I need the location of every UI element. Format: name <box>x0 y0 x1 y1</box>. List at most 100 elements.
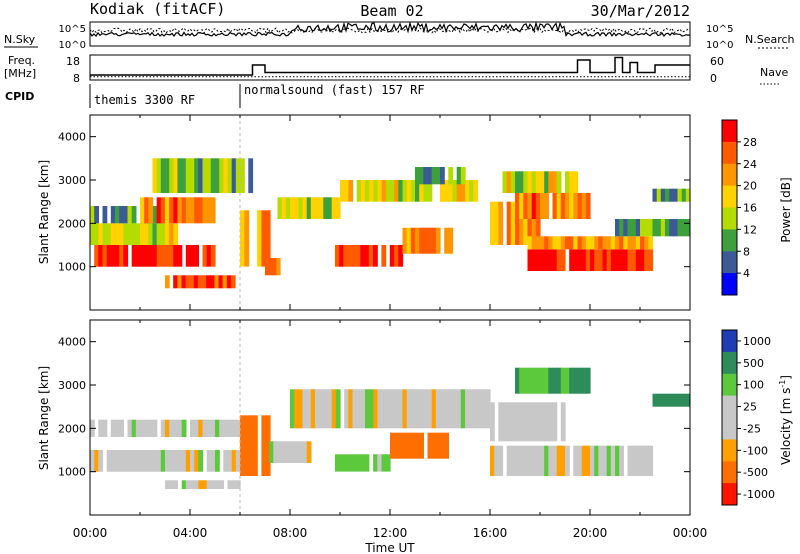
heatmap-cell <box>360 180 366 202</box>
heatmap-cell <box>210 197 216 224</box>
heatmap-cell <box>335 245 340 267</box>
heatmap-cell <box>473 180 479 202</box>
heatmap-cell <box>665 393 670 407</box>
heatmap-cell <box>523 402 529 442</box>
heatmap-cell <box>244 210 250 267</box>
heatmap-cell <box>460 389 466 429</box>
heatmap-cell <box>90 223 95 245</box>
heatmap-cell <box>94 206 99 224</box>
heatmap-cell <box>656 219 662 237</box>
heatmap-cell <box>210 158 216 193</box>
heatmap-cell <box>669 219 674 237</box>
heatmap-cell <box>631 219 637 237</box>
heatmap-cell <box>681 219 687 237</box>
cpid-label: CPID <box>5 90 34 103</box>
heatmap-cell <box>302 441 308 463</box>
x-tick-label: 00:00 <box>73 526 108 540</box>
heatmap-cell <box>198 158 204 193</box>
freq-tick-bottom: 8 <box>73 72 80 85</box>
nsearch-label: N.Search <box>745 33 795 46</box>
heatmap-cell <box>360 389 366 429</box>
heatmap-cell <box>265 258 270 276</box>
heatmap-cell <box>619 249 624 271</box>
colorbar-cell <box>722 395 737 418</box>
x-tick-label: 04:00 <box>173 526 208 540</box>
colorbar-tick-label: 4 <box>743 267 750 280</box>
heatmap-cell <box>635 219 641 237</box>
freq-series-line <box>90 56 690 76</box>
heatmap-cell <box>569 367 574 394</box>
colorbar-tick-label: 500 <box>743 357 764 370</box>
colorbar-cell <box>722 251 737 274</box>
heatmap-cell <box>231 419 237 437</box>
heatmap-cell <box>556 236 562 250</box>
y-tick-label: 1000 <box>58 261 86 274</box>
heatmap-cell <box>394 432 399 459</box>
heatmap-cell <box>198 197 204 224</box>
heatmap-cell <box>669 393 674 407</box>
colorbar-cell <box>722 207 737 230</box>
power-x-axis <box>89 115 691 310</box>
heatmap-cell <box>685 188 690 202</box>
nave-label: Nave <box>760 66 788 79</box>
heatmap-cell <box>144 450 149 472</box>
heatmap-cell <box>276 258 281 276</box>
heatmap-cell <box>94 245 99 267</box>
heatmap-cell <box>235 419 241 437</box>
heatmap-cell <box>515 171 520 193</box>
heatmap-cell <box>226 275 232 289</box>
heatmap-cell <box>197 275 203 289</box>
heatmap-cell <box>210 275 215 289</box>
heatmap-cell <box>435 167 441 185</box>
heatmap-cell <box>202 245 208 267</box>
heatmap-cell <box>365 389 370 429</box>
heatmap-cell <box>373 245 378 267</box>
heatmap-cell <box>552 193 558 219</box>
heatmap-cell <box>206 275 211 289</box>
heatmap-cell <box>573 249 579 271</box>
heatmap-cell <box>406 180 412 202</box>
heatmap-cell <box>294 441 299 463</box>
heatmap-cell <box>469 389 474 429</box>
heatmap-cell <box>169 450 174 472</box>
freq-tick-top: 18 <box>66 55 80 68</box>
heatmap-cell <box>177 245 183 267</box>
velocity-colorbar-label: Velocity [m s-1] <box>778 375 793 465</box>
heatmap-cell <box>123 206 129 224</box>
beam-title: Beam 02 <box>360 2 423 20</box>
heatmap-cell <box>202 197 208 224</box>
x-tick-label: 20:00 <box>573 526 608 540</box>
heatmap-cell <box>123 223 129 245</box>
heatmap-cell <box>331 389 337 429</box>
nsky-tick-bottom: 10^0 <box>59 40 86 51</box>
power-colorbar-cells <box>722 120 737 296</box>
date-title: 30/Mar/2012 <box>591 2 690 20</box>
heatmap-cell <box>590 236 595 250</box>
heatmap-cell <box>227 158 233 193</box>
heatmap-cell <box>594 249 599 271</box>
heatmap-cell <box>298 441 304 463</box>
colorbar-tick-label: 24 <box>743 158 757 171</box>
heatmap-cell <box>627 249 633 271</box>
heatmap-cell <box>531 201 537 245</box>
heatmap-cell <box>219 480 224 489</box>
colorbar-cell <box>722 185 737 208</box>
heatmap-cell <box>619 236 624 250</box>
heatmap-cell <box>635 249 641 271</box>
heatmap-cell <box>544 445 549 476</box>
heatmap-cell <box>235 450 241 472</box>
heatmap-cell <box>602 236 608 250</box>
heatmap-cell <box>194 158 199 193</box>
heatmap-cell <box>177 197 183 224</box>
heatmap-cell <box>444 180 449 202</box>
heatmap-cell <box>144 245 149 267</box>
heatmap-cell <box>169 480 174 489</box>
heatmap-cell <box>535 367 541 394</box>
heatmap-cell <box>577 249 583 271</box>
heatmap-cell <box>644 219 649 237</box>
heatmap-cell <box>306 197 312 219</box>
heatmap-cell <box>527 445 533 476</box>
heatmap-cell <box>148 450 154 472</box>
heatmap-cell <box>110 206 116 224</box>
heatmap-cell <box>652 188 658 202</box>
